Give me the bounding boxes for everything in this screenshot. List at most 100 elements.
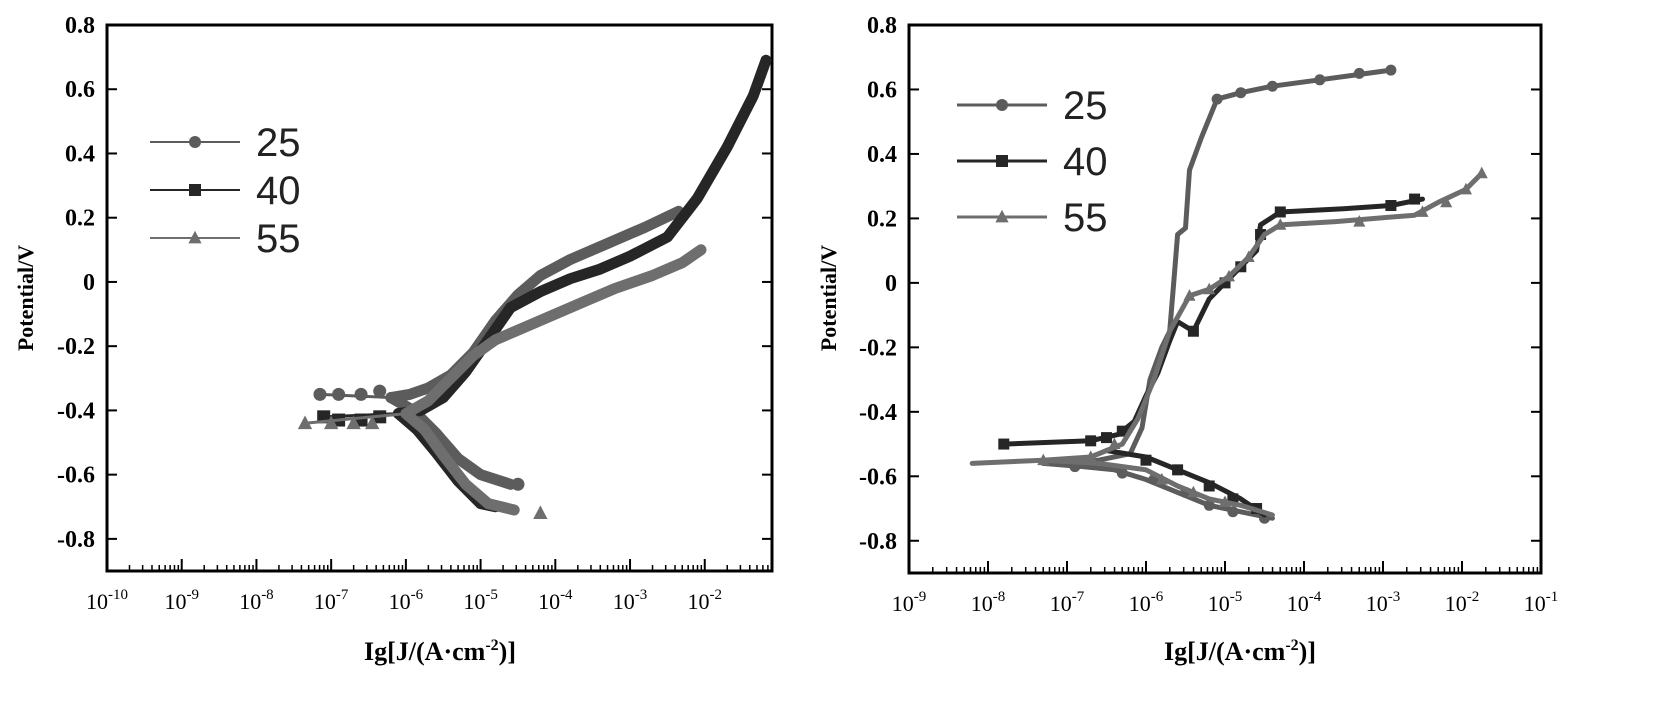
data-point xyxy=(313,387,327,401)
series-line-anodic xyxy=(392,54,772,420)
data-point xyxy=(346,415,361,430)
data-point xyxy=(1211,93,1223,105)
series-line-anodic xyxy=(385,205,685,404)
data-point xyxy=(1266,80,1278,92)
data-point xyxy=(1353,67,1365,79)
y-tick-label: -0.6 xyxy=(57,463,95,489)
y-tick-label: 0 xyxy=(83,270,95,296)
x-tick-label: 10-9 xyxy=(892,589,927,616)
plot-frame xyxy=(105,23,774,573)
y-tick-label: 0.8 xyxy=(867,13,897,39)
x-tick-label: 10-7 xyxy=(1050,589,1085,616)
chart-left: 0.8 0.6 0.4 0.2 0 -0.2 -0.4 -0.6 -0.8 10-10 10-9 1… xyxy=(13,13,774,666)
data-point xyxy=(324,415,339,430)
x-tick-label: 10-2 xyxy=(688,587,723,614)
data-point xyxy=(1172,464,1184,476)
x-axis-label: Ig[J/(A·cm-2)] xyxy=(1164,637,1316,666)
y-tick-label: 0.6 xyxy=(867,77,897,103)
x-tick-label: 10-10 xyxy=(86,587,128,614)
x-tick-label: 10-3 xyxy=(613,587,648,614)
data-point xyxy=(365,415,380,430)
x-tick-label: 10-6 xyxy=(389,587,424,614)
data-point xyxy=(1085,435,1097,447)
data-point xyxy=(1409,193,1421,205)
data-point xyxy=(1203,282,1216,295)
legend-marker xyxy=(188,230,202,244)
x-tick-label: 10-6 xyxy=(1129,589,1164,616)
data-point xyxy=(1101,432,1112,444)
data-point xyxy=(998,438,1010,450)
series-line-anodic xyxy=(969,170,1485,466)
legend-label: 40 xyxy=(1063,140,1108,184)
y-tick-label: 0.8 xyxy=(65,13,95,39)
data-point xyxy=(1219,277,1231,289)
data-point xyxy=(1155,472,1168,485)
series-line-cathodic xyxy=(1040,457,1275,518)
data-point xyxy=(1274,218,1287,230)
data-point xyxy=(354,387,368,401)
x-tick-label: 10-1 xyxy=(1524,589,1559,616)
data-point xyxy=(1037,453,1050,466)
y-axis-label: Potential/V xyxy=(816,245,841,351)
data-point xyxy=(1227,493,1239,505)
legend-label: 40 xyxy=(256,169,301,213)
legend-item-40: 40 xyxy=(957,140,1108,184)
series-line-connector xyxy=(972,458,1044,465)
data-point xyxy=(1140,454,1152,466)
chart-right: 0.8 0.6 0.4 0.2 0 -0.2 -0.4 -0.6 -0.8 10-9 10-8 10… xyxy=(816,13,1558,666)
legend-label: 25 xyxy=(1063,84,1108,128)
data-point xyxy=(511,477,525,491)
data-point xyxy=(1227,506,1239,518)
data-point xyxy=(297,415,313,430)
y-axis-label: Potential/V xyxy=(13,245,38,351)
series-line-anodic xyxy=(1001,196,1425,447)
x-tick-label: 10-5 xyxy=(463,587,498,614)
legend-label: 55 xyxy=(256,217,301,261)
series-line-cathodic xyxy=(400,408,520,516)
y-tick-label: -0.4 xyxy=(859,400,897,426)
y-tick-label: 0.4 xyxy=(65,141,95,167)
series-55 xyxy=(297,244,707,520)
series-55 xyxy=(969,166,1488,518)
y-tick-label: 0 xyxy=(885,271,897,297)
data-point xyxy=(373,384,387,398)
data-point xyxy=(1218,495,1232,508)
data-point xyxy=(1255,229,1267,241)
data-point xyxy=(1385,64,1397,76)
data-point xyxy=(1314,74,1326,86)
series-line-cathodic xyxy=(1104,448,1267,518)
legend-item-25: 25 xyxy=(150,121,301,165)
x-tick-label: 10-2 xyxy=(1445,589,1480,616)
legend-marker xyxy=(996,99,1008,111)
data-point xyxy=(1459,182,1472,195)
y-tick-label: -0.2 xyxy=(859,335,897,361)
legend-marker xyxy=(189,136,201,148)
data-point xyxy=(1274,206,1286,218)
series-40 xyxy=(317,54,772,513)
legend: 25 40 55 xyxy=(957,84,1108,240)
y-tick-label: -0.6 xyxy=(859,464,897,490)
data-point xyxy=(1235,87,1247,99)
legend-item-40: 40 xyxy=(150,169,301,213)
y-tick-label: 0.6 xyxy=(65,77,95,103)
data-point xyxy=(1385,200,1397,212)
data-point xyxy=(1187,485,1200,498)
y-tick-label: -0.8 xyxy=(859,529,897,555)
legend-label: 55 xyxy=(1063,196,1108,240)
legend-label: 25 xyxy=(256,121,301,165)
legend-item-55: 55 xyxy=(150,217,301,261)
x-tick-label: 10-3 xyxy=(1366,589,1401,616)
x-tick-label: 10-4 xyxy=(1287,589,1322,616)
legend-marker xyxy=(996,155,1008,167)
x-tick-label: 10-4 xyxy=(538,587,573,614)
y-tick-label: -0.2 xyxy=(57,334,95,360)
data-point xyxy=(1084,450,1097,462)
data-point xyxy=(1183,289,1196,301)
series-line-connector xyxy=(304,412,407,425)
data-point xyxy=(1440,195,1453,208)
data-point xyxy=(1353,215,1366,227)
data-point xyxy=(1475,166,1488,179)
data-point xyxy=(1203,480,1215,492)
legend-item-55: 55 xyxy=(957,196,1108,240)
